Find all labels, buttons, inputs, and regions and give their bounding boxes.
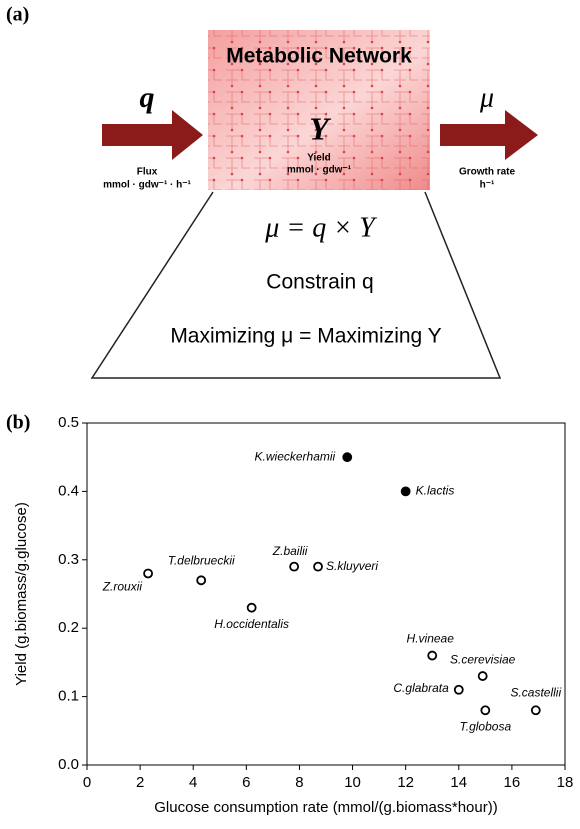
point <box>530 705 541 716</box>
x-tick-label: 8 <box>295 774 303 791</box>
x-tick-label: 12 <box>397 774 414 791</box>
point-label: T.globosa <box>460 719 512 733</box>
point <box>480 705 491 716</box>
trapezoid <box>90 191 502 379</box>
x-tick-label: 0 <box>83 774 91 791</box>
output-symbol: μ <box>479 82 494 113</box>
output-caption: Growth rate <box>459 167 516 178</box>
point-label: T.delbrueckii <box>168 553 235 567</box>
point <box>246 602 257 613</box>
y-tick-label: 0.5 <box>58 414 79 431</box>
output-unit: h⁻¹ <box>480 180 495 191</box>
point-label: Z.rouxii <box>102 580 143 594</box>
x-tick-label: 6 <box>242 774 250 791</box>
y-axis-title: Yield (g.biomass/g.glucose) <box>13 502 30 686</box>
point <box>342 452 353 463</box>
point <box>289 561 300 572</box>
y-tick-label: 0.0 <box>58 756 79 773</box>
point-label: S.kluyveri <box>326 559 378 573</box>
point <box>313 561 323 572</box>
point <box>453 684 464 695</box>
plot-frame <box>86 422 566 766</box>
point-label: S.castellii <box>510 685 561 699</box>
point <box>143 568 153 579</box>
point-label: K.lactis <box>416 484 455 498</box>
box-unit: mmol · gdw⁻¹ <box>287 165 352 176</box>
input-caption: Flux <box>137 167 158 178</box>
box-symbol: Y <box>309 110 331 146</box>
x-axis-title: Glucose consumption rate (mmol/(g.biomas… <box>154 799 497 816</box>
input-arrow <box>102 110 203 160</box>
x-tick-label: 2 <box>136 774 144 791</box>
y-tick-label: 0.3 <box>58 551 79 568</box>
y-tick-label: 0.1 <box>58 688 79 705</box>
box-caption: Yield <box>307 153 331 164</box>
point-label: H.vineae <box>407 632 455 646</box>
y-tick-label: 0.4 <box>58 482 79 499</box>
constraint: Constrain q <box>266 271 373 294</box>
x-tick-label: 16 <box>504 774 521 791</box>
output-arrow <box>440 110 538 160</box>
objective: Maximizing μ = Maximizing Y <box>170 325 441 348</box>
equation: μ = q × Y <box>264 212 378 243</box>
x-tick-label: 4 <box>189 774 197 791</box>
x-tick-label: 14 <box>450 774 467 791</box>
point-label: K.wieckerhamii <box>255 449 336 463</box>
box-title: Metabolic Network <box>226 45 412 68</box>
input-symbol: q <box>140 81 155 114</box>
x-tick-label: 10 <box>344 774 361 791</box>
input-unit: mmol · gdw⁻¹ · h⁻¹ <box>103 180 191 191</box>
point <box>427 650 438 661</box>
point-label: H.occidentalis <box>214 617 289 631</box>
point <box>400 486 411 497</box>
y-tick-label: 0.2 <box>58 619 79 636</box>
point-label: Z.bailii <box>272 544 308 558</box>
panel-label: (a) <box>6 4 29 26</box>
point-label: C.glabrata <box>393 681 449 695</box>
panel-label: (b) <box>6 412 30 434</box>
point-label: S.cerevisiae <box>450 652 516 666</box>
network-pattern <box>208 30 430 190</box>
point <box>196 575 207 586</box>
x-tick-label: 18 <box>557 774 574 791</box>
point <box>477 671 488 681</box>
